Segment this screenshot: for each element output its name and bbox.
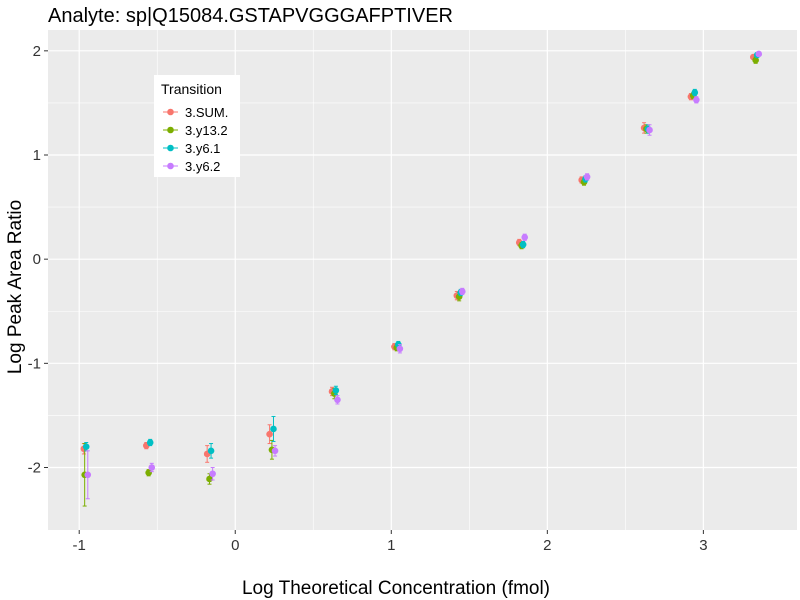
y-tick-label: -2 — [28, 460, 41, 477]
data-point — [332, 387, 340, 394]
data-point — [334, 396, 341, 404]
data-point — [84, 471, 92, 479]
series-layer — [80, 50, 763, 507]
legend-box — [154, 75, 240, 177]
y-tick-label: -1 — [28, 355, 41, 372]
y-tick-label: 1 — [33, 147, 41, 164]
x-tick-label: 1 — [387, 537, 395, 554]
series-3-y6-2 — [84, 50, 763, 500]
legend-items: 3.SUM. 3.y13.2 3.y6.1 3.y6.2 — [163, 105, 228, 174]
legend-key-point — [167, 108, 174, 116]
data-point — [519, 241, 527, 248]
data-point — [583, 173, 591, 181]
data-point — [207, 447, 215, 455]
data-point — [755, 50, 763, 58]
legend-key-point — [167, 144, 174, 152]
data-point — [270, 425, 277, 433]
data-point — [646, 126, 653, 134]
data-point — [691, 89, 699, 96]
legend-item: 3.SUM. — [163, 105, 228, 120]
data-point — [458, 288, 466, 295]
x-axis: -1 0 1 2 3 — [73, 530, 708, 554]
data-point — [396, 345, 404, 353]
data-point — [521, 233, 529, 241]
chart-title: Analyte: sp|Q15084.GSTAPVGGGAFPTIVER — [48, 5, 453, 27]
data-point — [148, 464, 156, 471]
y-axis-title: Log Peak Area Ratio — [5, 200, 26, 374]
legend-label: 3.y6.2 — [185, 159, 220, 174]
legend-key-point — [167, 162, 174, 170]
legend-key-point — [167, 126, 174, 134]
legend: Transition 3.SUM. 3.y13.2 3.y6.1 3.y6.2 — [154, 75, 240, 177]
data-point — [209, 470, 216, 478]
data-point — [266, 430, 273, 438]
legend-label: 3.y6.1 — [185, 141, 220, 156]
x-axis-title: Log Theoretical Concentration (fmol) — [242, 578, 550, 599]
x-tick-label: 3 — [699, 537, 707, 554]
data-point — [752, 56, 759, 64]
legend-label: 3.SUM. — [185, 105, 228, 120]
data-point — [82, 443, 90, 450]
x-tick-label: 2 — [543, 537, 551, 554]
data-point — [206, 475, 213, 483]
data-point — [146, 439, 154, 446]
legend-label: 3.y13.2 — [185, 123, 228, 138]
x-tick-label: -1 — [73, 537, 86, 554]
y-axis: -2 -1 0 1 2 — [28, 43, 48, 477]
data-point — [693, 96, 700, 104]
legend-title: Transition — [161, 81, 222, 97]
data-point — [145, 469, 152, 477]
legend-item: 3.y13.2 — [163, 123, 228, 138]
legend-item: 3.y6.1 — [163, 141, 220, 156]
data-point — [271, 447, 279, 455]
y-tick-label: 0 — [33, 251, 41, 268]
x-tick-label: 0 — [231, 537, 239, 554]
y-tick-label: 2 — [33, 43, 41, 60]
legend-item: 3.y6.2 — [163, 159, 220, 174]
